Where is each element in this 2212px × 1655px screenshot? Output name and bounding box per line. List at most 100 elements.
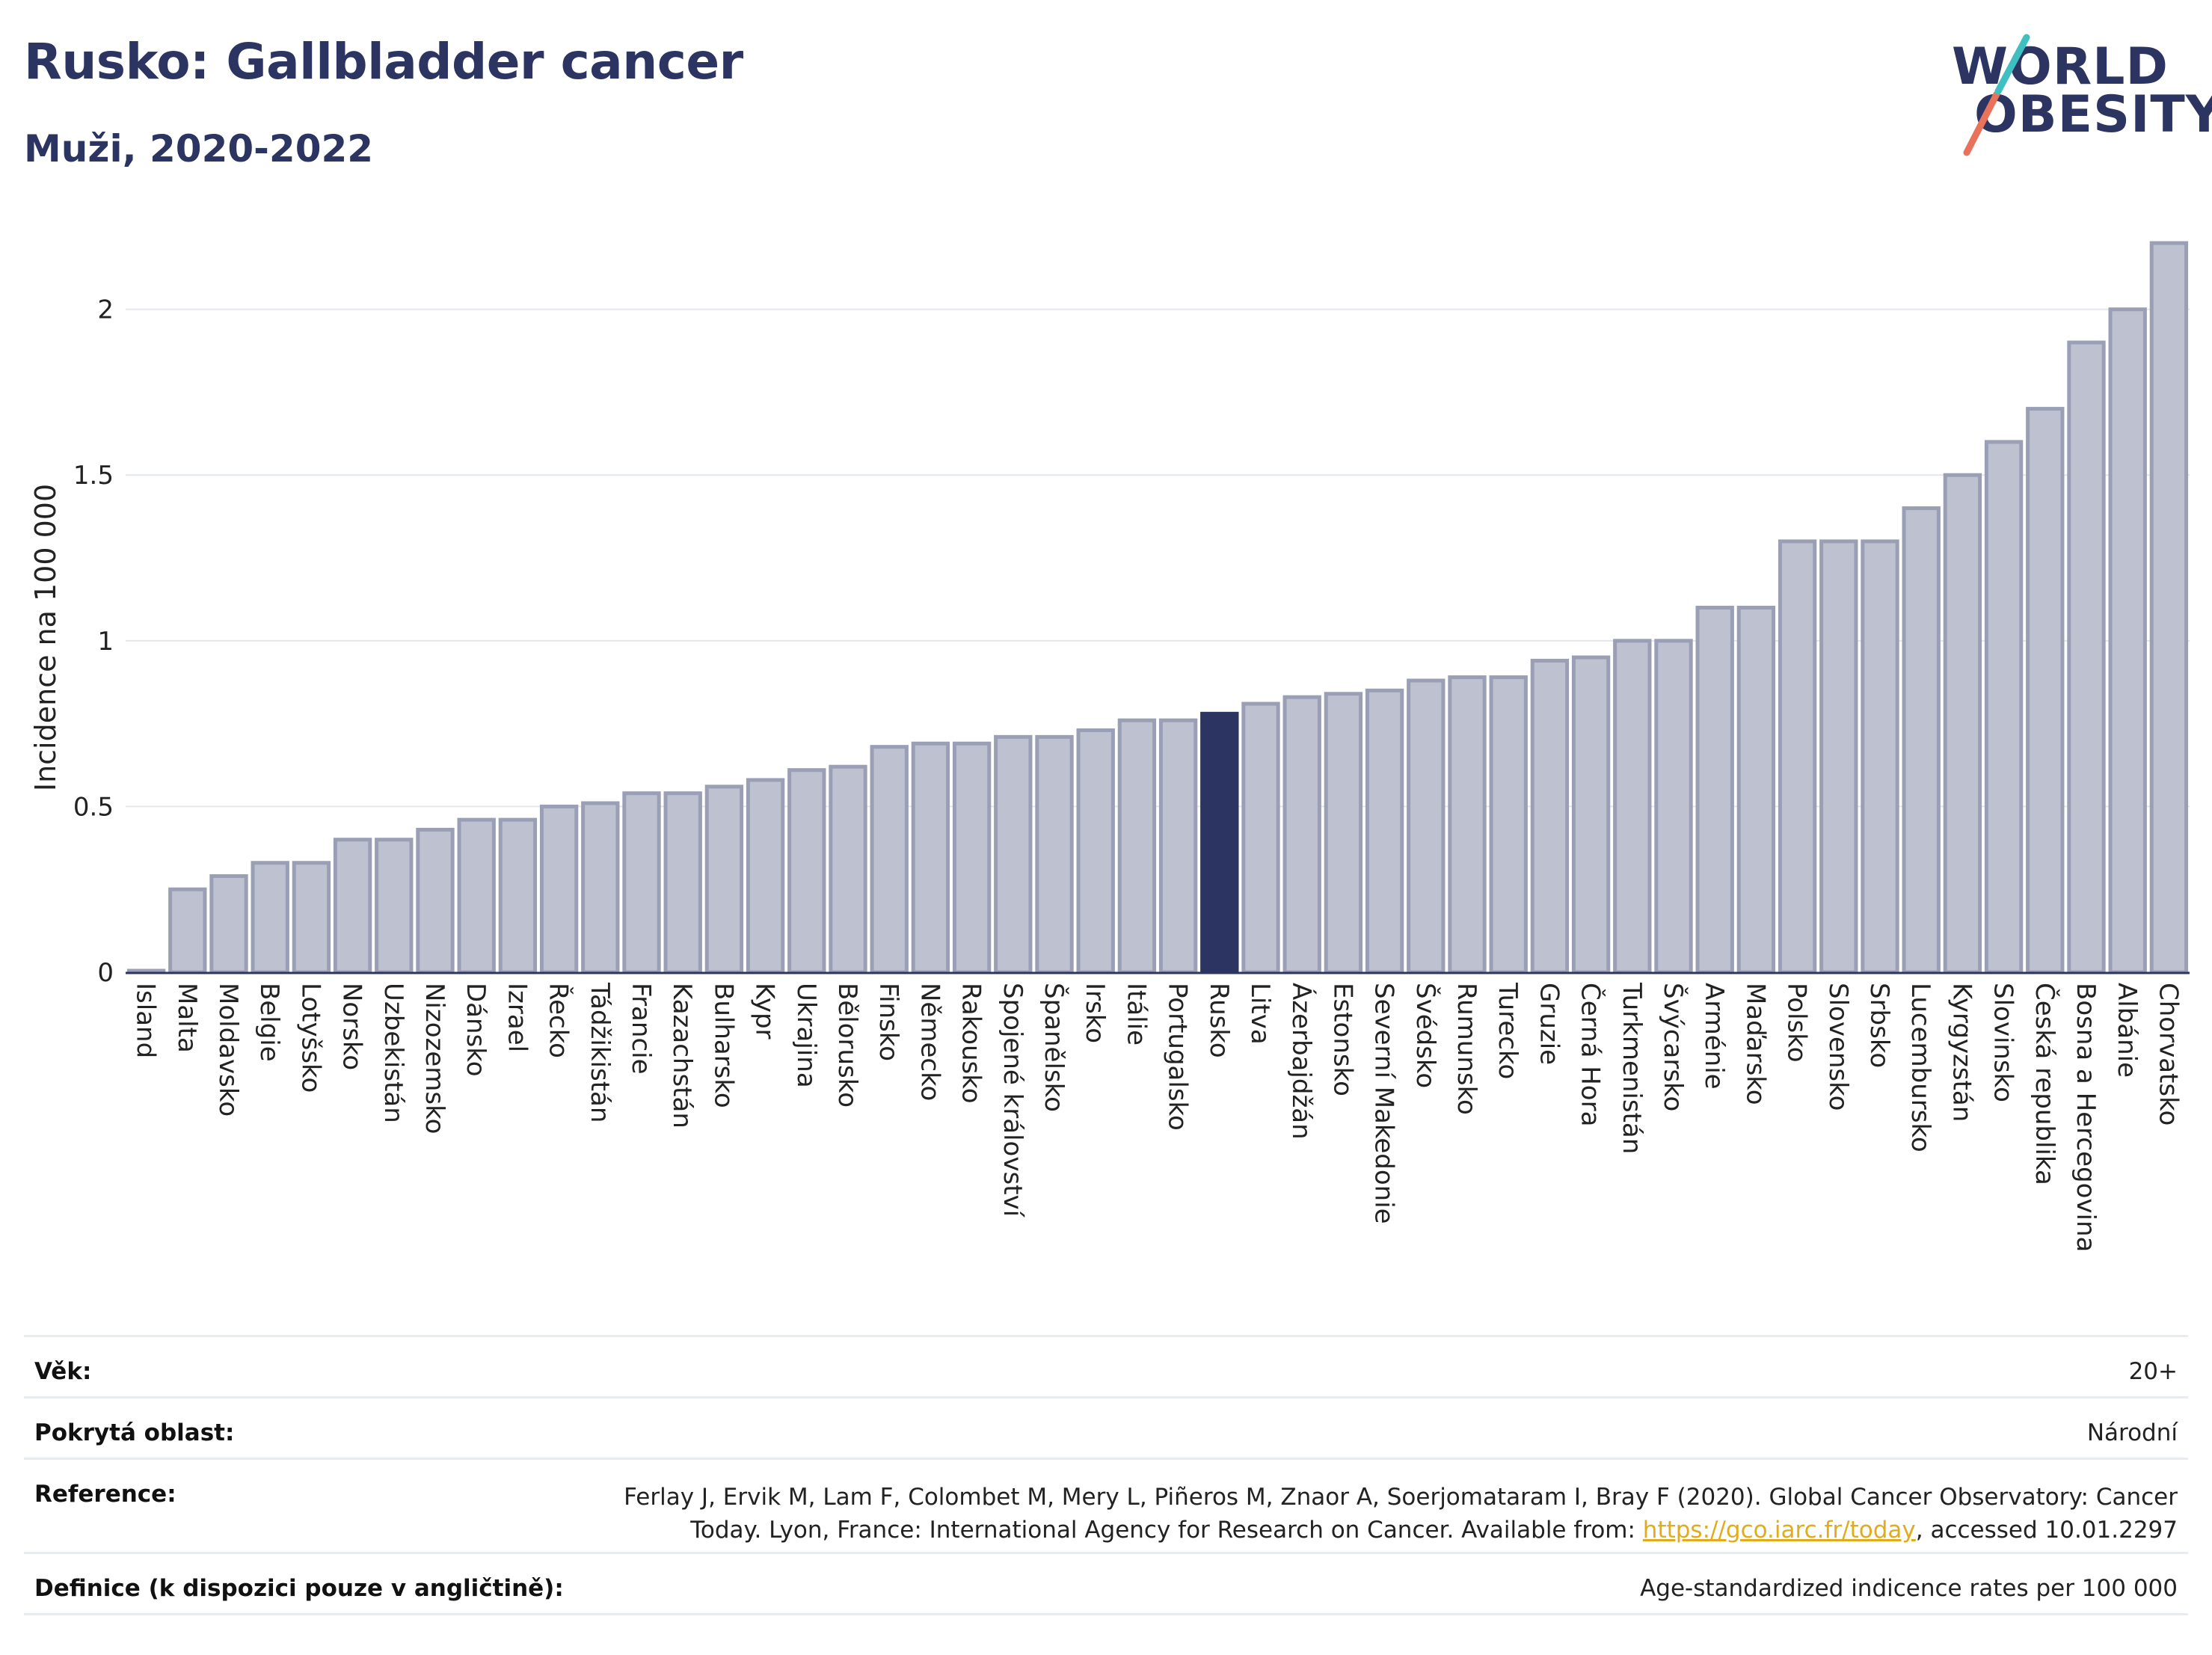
bar — [1736, 606, 1776, 974]
logo-slash-icon — [1963, 34, 2030, 156]
reference-label: Reference: — [34, 1481, 176, 1508]
x-tick-label: Maďarsko — [1740, 983, 1770, 1105]
x-tick-label: Slovinsko — [1988, 983, 2018, 1102]
bar — [1407, 678, 1446, 974]
x-tick-label: Turecko — [1493, 982, 1523, 1079]
x-tick-label: Rusko — [1204, 983, 1234, 1058]
bar — [994, 734, 1033, 974]
bar — [911, 741, 950, 974]
bar — [1861, 539, 1899, 974]
logo-line2: OBESITY — [1974, 85, 2212, 144]
x-tick-label: Spojené království — [998, 983, 1027, 1218]
bar — [787, 768, 826, 974]
bar — [870, 745, 909, 974]
reference-line2-pre: Today. Lyon, France: International Agenc… — [690, 1517, 1643, 1544]
logo-line1: WORLD — [1952, 37, 2169, 96]
bar — [168, 887, 207, 974]
x-tick-label: Česká republika — [2030, 983, 2060, 1185]
meta-row-reference: Reference: Ferlay J, Ervik M, Lam F, Col… — [24, 1458, 2188, 1554]
x-tick-label: Estonsko — [1327, 983, 1357, 1096]
bar — [704, 784, 744, 974]
bar — [209, 873, 248, 974]
meta-row-age: Věk: 20+ — [24, 1335, 2188, 1398]
x-tick-label: Izrael — [502, 983, 532, 1052]
bar — [2149, 241, 2189, 974]
x-tick-label: Irsko — [1080, 983, 1110, 1043]
bar — [1158, 718, 1198, 974]
bar — [498, 817, 538, 974]
bar-chart: 0 0.5 1 1.5 2 Incidence na 100 000 Island Malta… — [29, 241, 2190, 1252]
bar — [2067, 340, 2106, 974]
bar — [952, 741, 992, 974]
bar — [663, 791, 702, 974]
bar — [539, 804, 579, 974]
bar — [1035, 734, 1074, 974]
x-tick-label: Moldavsko — [213, 983, 243, 1117]
x-tick-label: Island — [131, 983, 161, 1058]
y-tick-label: 1 — [97, 627, 114, 657]
age-value: 20+ — [2128, 1358, 2178, 1385]
y-tick-label: 2 — [97, 295, 114, 325]
reference-line1: Ferlay J, Ervik M, Lam F, Colombet M, Me… — [624, 1484, 2178, 1511]
x-tick-label: Finsko — [873, 983, 903, 1061]
meta-bottom-border — [24, 1613, 2188, 1615]
bar — [746, 778, 785, 974]
x-tick-label: Srbsko — [1864, 983, 1894, 1068]
bar — [581, 801, 620, 974]
x-tick-label: Gruzie — [1534, 983, 1564, 1065]
bar — [2108, 307, 2147, 974]
x-tick-label: Albánie — [2112, 983, 2142, 1078]
x-tick-label: Lotyšsko — [295, 983, 325, 1093]
bar — [1695, 606, 1734, 974]
bar — [457, 817, 496, 974]
bar — [1241, 701, 1280, 974]
bar — [1902, 506, 1941, 974]
x-tick-label: Řecko — [544, 983, 574, 1058]
x-tick-label: Kazachstán — [667, 983, 697, 1129]
x-tick-label: Bulharsko — [708, 983, 738, 1108]
x-tick-label: Litva — [1245, 983, 1275, 1045]
x-tick-label: Ukrajina — [791, 983, 821, 1088]
x-tick-label: Norsko — [337, 983, 367, 1070]
bar — [1530, 658, 1570, 974]
x-tick-label: Turkmenistán — [1617, 982, 1647, 1154]
x-tick-label: Portugalsko — [1163, 983, 1193, 1131]
reference-link[interactable]: https://gco.iarc.fr/today — [1642, 1517, 1916, 1544]
x-tick-label: Chorvatsko — [2153, 983, 2183, 1126]
world-obesity-logo: WORLD OBESITY — [1952, 33, 2212, 160]
bar — [1984, 440, 2024, 974]
area-label: Pokrytá oblast: — [34, 1419, 235, 1446]
bar — [292, 861, 331, 974]
reference-line2-post: , accessed 10.01.2297 — [1915, 1517, 2178, 1544]
y-axis-label: Incidence na 100 000 — [29, 484, 62, 791]
y-tick-label: 0 — [97, 958, 114, 988]
y-tick-label: 1.5 — [73, 461, 114, 491]
bar — [829, 764, 867, 974]
x-tick-label: Černá Hora — [1576, 983, 1606, 1126]
x-tick-label: Rakousko — [956, 983, 986, 1104]
x-tick-label: Švýcarsko — [1658, 983, 1689, 1111]
page-title: Rusko: Gallbladder cancer — [24, 33, 743, 90]
x-tick-label: Kyrgyzstán — [1947, 983, 1976, 1122]
x-tick-label: Arménie — [1699, 983, 1729, 1090]
definition-label: Definice (k dispozici pouze v angličtině… — [34, 1575, 564, 1602]
x-tick-label: Severní Makedonie — [1369, 983, 1399, 1224]
bar — [1943, 473, 1982, 974]
x-tick-label: Rumunsko — [1451, 983, 1481, 1115]
bar — [622, 791, 661, 974]
bar — [1654, 639, 1693, 974]
bar — [333, 838, 372, 974]
area-value: Národní — [2086, 1419, 2178, 1446]
x-tick-label: Švédsko — [1410, 983, 1441, 1088]
x-tick-label: Belgie — [254, 983, 284, 1062]
x-tick-label: Slovensko — [1823, 983, 1853, 1111]
bar — [2026, 407, 2065, 974]
bar — [1489, 675, 1528, 974]
bar — [1324, 692, 1363, 974]
bar — [1613, 639, 1652, 974]
x-tick-label: Ázerbajdžán — [1286, 983, 1317, 1140]
bar — [1448, 675, 1487, 974]
x-tick-label: Francie — [626, 983, 656, 1075]
x-tick-label: Malta — [172, 983, 202, 1053]
bar — [251, 861, 289, 974]
